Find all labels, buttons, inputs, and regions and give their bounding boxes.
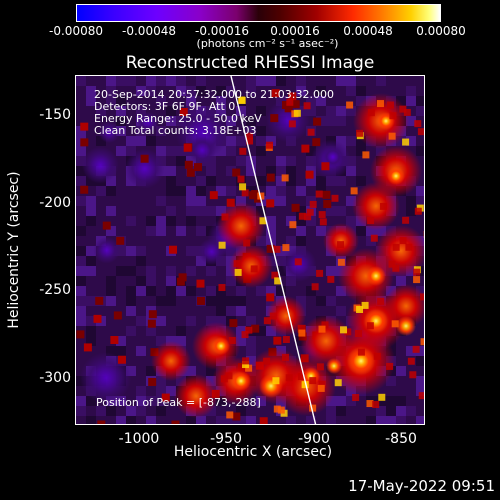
- x-tick-label: -950: [210, 431, 242, 447]
- solar-limb-line: [230, 76, 317, 424]
- xray-image: [76, 76, 424, 424]
- colorbar-tick: -0.00016: [195, 24, 249, 38]
- colorbar-tick-labels: -0.00080 -0.00048 -0.00016 0.00016 0.000…: [0, 24, 500, 40]
- detectors-text: Detectors: 3F 6F 9F, Att 0: [94, 100, 236, 113]
- colorbar-tick: 0.00048: [343, 24, 393, 38]
- time-range-text: 20-Sep-2014 20:57:32.000 to 21:03:32.000: [94, 88, 334, 101]
- y-tick-label: -250: [39, 282, 71, 298]
- x-tick-label: -850: [385, 431, 417, 447]
- colorbar-tick: 0.00016: [270, 24, 320, 38]
- colorbar-units: (photons cm⁻² s⁻¹ asec⁻²): [196, 37, 339, 50]
- colorbar-tick: 0.00080: [416, 24, 466, 38]
- colorbar: [76, 4, 441, 22]
- peak-position-text: Position of Peak = [-873,-288]: [96, 396, 261, 409]
- colorbar-tick: -0.00080: [49, 24, 103, 38]
- clean-total-counts-text: Clean Total counts: 3.18E+03: [94, 124, 257, 137]
- energy-range-text: Energy Range: 25.0 - 50.0 keV: [94, 112, 262, 125]
- x-axis-label: Heliocentric X (arcsec): [173, 444, 333, 460]
- x-tick-label: -1000: [118, 431, 160, 447]
- x-tick-label: -900: [298, 431, 330, 447]
- colorbar-tick: -0.00048: [122, 24, 176, 38]
- y-tick-label: -150: [39, 107, 71, 123]
- footer-timestamp: 17-May-2022 09:51: [348, 477, 495, 495]
- plot-title: Reconstructed RHESSI Image: [125, 53, 375, 73]
- y-tick-label: -300: [39, 370, 71, 386]
- y-axis-label: Heliocentric Y (arcsec): [6, 171, 22, 329]
- y-tick-label: -200: [39, 195, 71, 211]
- image-plot-frame: 20-Sep-2014 20:57:32.000 to 21:03:32.000…: [75, 75, 425, 425]
